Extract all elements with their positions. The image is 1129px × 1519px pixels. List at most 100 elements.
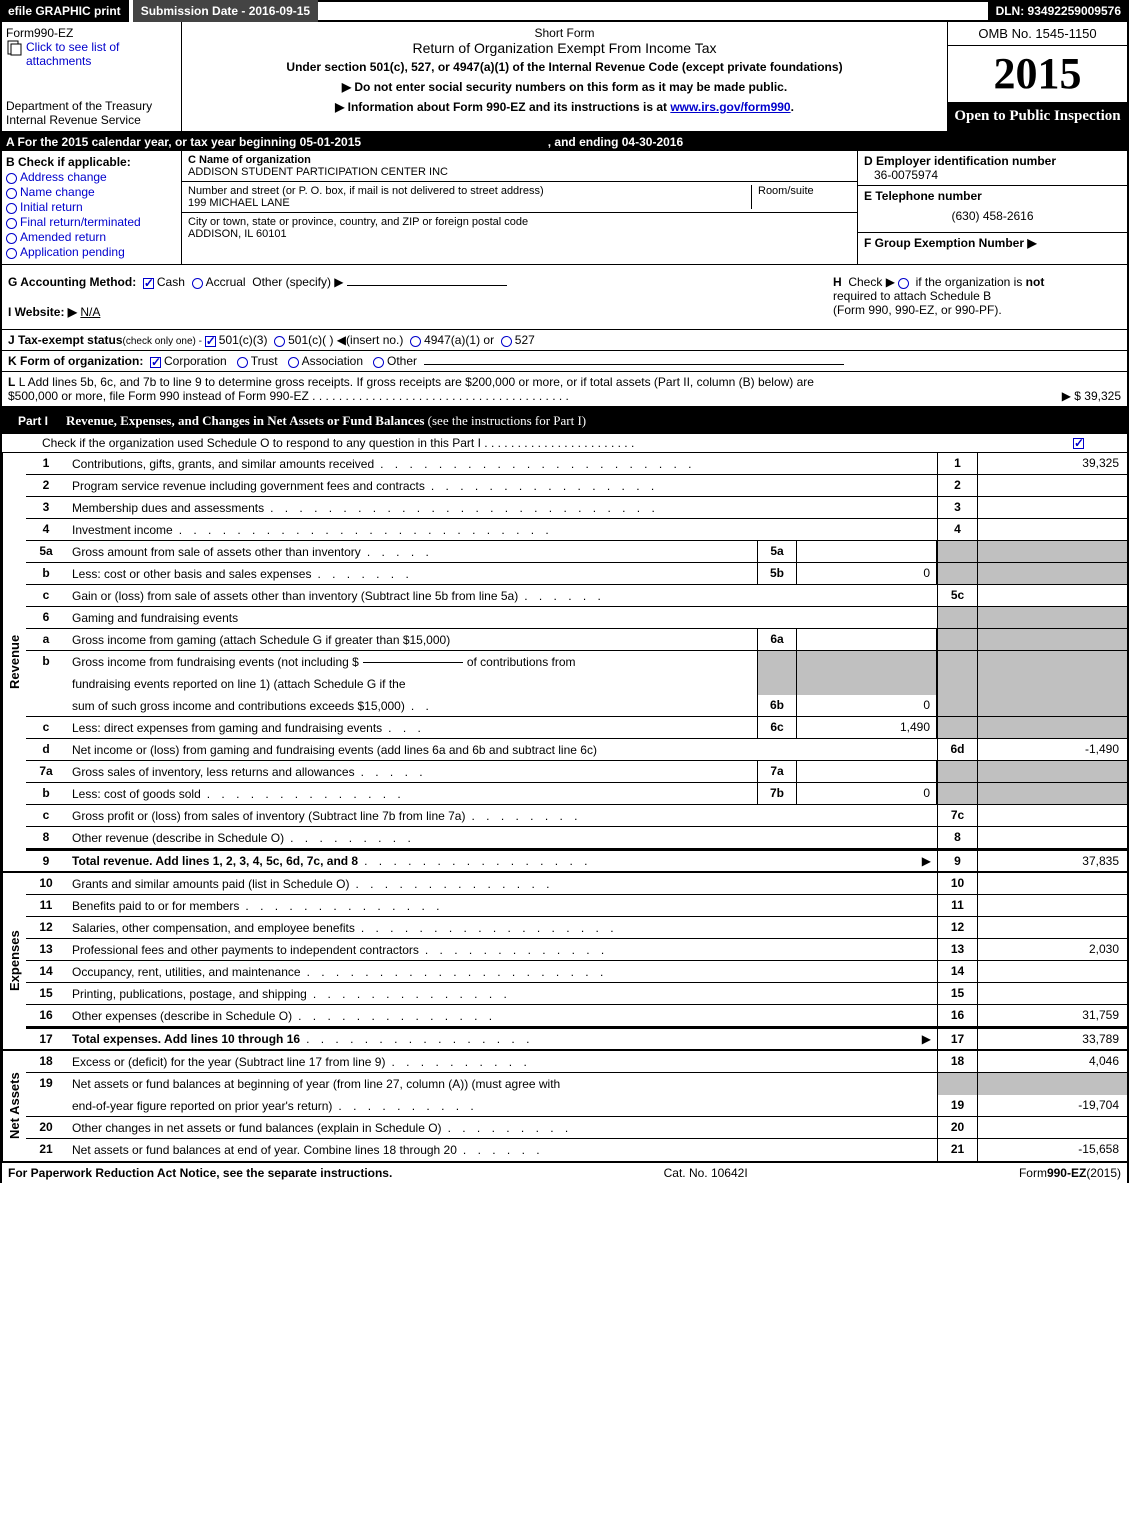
k-trust-radio[interactable]: [237, 357, 248, 368]
h-radio[interactable]: [898, 278, 909, 289]
val-7b: 0: [797, 783, 937, 804]
header-right: OMB No. 1545-1150 2015 Open to Public In…: [947, 22, 1127, 131]
k-other-input[interactable]: [424, 364, 844, 365]
org-address: 199 MICHAEL LANE: [188, 197, 290, 209]
irs-link[interactable]: www.irs.gov/form990: [670, 100, 790, 114]
j-501c3-check[interactable]: [205, 336, 216, 347]
val-21: -15,658: [977, 1139, 1127, 1161]
j-527: 527: [515, 333, 535, 347]
expenses-body: 10 Grants and similar amounts paid (list…: [26, 873, 1127, 1049]
info-period: .: [791, 100, 794, 114]
j-4947: 4947(a)(1) or: [424, 333, 494, 347]
val-5b: 0: [797, 563, 937, 584]
under-section: Under section 501(c), 527, or 4947(a)(1)…: [186, 60, 943, 74]
other-input[interactable]: [347, 285, 507, 286]
org-name: ADDISON STUDENT PARTICIPATION CENTER INC: [188, 166, 448, 178]
val-5a: [797, 541, 937, 562]
j-501c-radio[interactable]: [274, 336, 285, 347]
6b-blank[interactable]: [363, 662, 463, 663]
k-assoc-radio[interactable]: [288, 357, 299, 368]
b-initial-return[interactable]: Initial return: [6, 200, 177, 214]
radio-icon: [6, 173, 17, 184]
line-5c: c Gain or (loss) from sale of assets oth…: [26, 585, 1127, 607]
b-name-change[interactable]: Name change: [6, 185, 177, 199]
info-prefix: ▶ Information about Form 990-EZ and its …: [335, 100, 670, 114]
footer-mid: Cat. No. 10642I: [664, 1166, 748, 1180]
k-corp: Corporation: [164, 354, 227, 368]
f-label: F Group Exemption Number ▶: [864, 236, 1037, 250]
line-7a: 7a Gross sales of inventory, less return…: [26, 761, 1127, 783]
top-bar: efile GRAPHIC print Submission Date - 20…: [0, 0, 1129, 22]
line-21: 21 Net assets or fund balances at end of…: [26, 1139, 1127, 1161]
part1-title: Revenue, Expenses, and Changes in Net As…: [66, 413, 586, 429]
dept-treasury: Department of the Treasury: [6, 99, 177, 113]
part1-sub-check[interactable]: [1073, 438, 1084, 449]
radio-icon: [6, 203, 17, 214]
footer-left: For Paperwork Reduction Act Notice, see …: [8, 1166, 392, 1180]
b-amended[interactable]: Amended return: [6, 230, 177, 244]
line-11: 11 Benefits paid to or for members. . . …: [26, 895, 1127, 917]
phone-value: (630) 458-2616: [864, 203, 1121, 229]
k-other-radio[interactable]: [373, 357, 384, 368]
val-3: [977, 497, 1127, 518]
form-title: Return of Organization Exempt From Incom…: [186, 40, 943, 56]
line-3: 3 Membership dues and assessments. . . .…: [26, 497, 1127, 519]
h-line2: required to attach Schedule B: [833, 289, 1121, 303]
line-6: 6 Gaming and fundraising events: [26, 607, 1127, 629]
c-addr-label: Number and street (or P. O. box, if mail…: [188, 185, 544, 197]
form-label: Form990-EZ: [6, 26, 177, 40]
d-cell: D Employer identification number 36-0075…: [858, 151, 1127, 186]
line-8: 8 Other revenue (describe in Schedule O)…: [26, 827, 1127, 849]
val-14: [977, 961, 1127, 982]
revenue-body: 1 Contributions, gifts, grants, and simi…: [26, 453, 1127, 871]
line-6b-1: b Gross income from fundraising events (…: [26, 651, 1127, 673]
radio-icon: [6, 233, 17, 244]
tax-year: 2015: [948, 46, 1127, 102]
c-city-label: City or town, state or province, country…: [188, 216, 528, 228]
attachments-link[interactable]: Click to see list of attachments: [6, 40, 177, 68]
line-18: 18 Excess or (deficit) for the year (Sub…: [26, 1051, 1127, 1073]
cash-label: Cash: [157, 275, 185, 289]
row-a-begin: 05-01-2015: [300, 135, 361, 149]
k-label: K Form of organization:: [8, 354, 143, 368]
submission-date: Submission Date - 2016-09-15: [133, 0, 318, 22]
j-527-radio[interactable]: [501, 336, 512, 347]
row-a-pre: A For the 2015 calendar year, or tax yea…: [6, 135, 300, 149]
k-corp-check[interactable]: [150, 357, 161, 368]
line-13: 13 Professional fees and other payments …: [26, 939, 1127, 961]
section-j: J Tax-exempt status(check only one) - 50…: [0, 330, 1129, 351]
b-address-change[interactable]: Address change: [6, 170, 177, 184]
info-line: ▶ Information about Form 990-EZ and its …: [186, 100, 943, 114]
short-form-label: Short Form: [186, 26, 943, 40]
expenses-table: Expenses 10 Grants and similar amounts p…: [0, 873, 1129, 1051]
val-6d: -1,490: [977, 739, 1127, 760]
j-4947-radio[interactable]: [410, 336, 421, 347]
section-k: K Form of organization: Corporation Trus…: [0, 351, 1129, 372]
val-20: [977, 1117, 1127, 1138]
l-line1: L Add lines 5b, 6c, and 7b to line 9 to …: [19, 375, 814, 389]
row-a-mid: , and ending: [548, 135, 622, 149]
radio-icon: [6, 248, 17, 259]
line-9: 9 Total revenue. Add lines 1, 2, 3, 4, 5…: [26, 849, 1127, 871]
line-15: 15 Printing, publications, postage, and …: [26, 983, 1127, 1005]
line-6d: d Net income or (loss) from gaming and f…: [26, 739, 1127, 761]
netassets-body: 18 Excess or (deficit) for the year (Sub…: [26, 1051, 1127, 1161]
j-501c: 501(c)( ) ◀(insert no.): [288, 333, 403, 347]
website-value: N/A: [80, 305, 100, 319]
b-final-return[interactable]: Final return/terminated: [6, 215, 177, 229]
line-10: 10 Grants and similar amounts paid (list…: [26, 873, 1127, 895]
col-b: B Check if applicable: Address change Na…: [2, 151, 182, 264]
accrual-radio[interactable]: [192, 278, 203, 289]
row-a-end: 04-30-2016: [622, 135, 683, 149]
b-pending[interactable]: Application pending: [6, 245, 177, 259]
f-cell: F Group Exemption Number ▶: [858, 233, 1127, 253]
line-16: 16 Other expenses (describe in Schedule …: [26, 1005, 1127, 1027]
cash-checkbox[interactable]: [143, 278, 154, 289]
val-10: [977, 873, 1127, 894]
c-name-label: C Name of organization: [188, 154, 311, 166]
l-line2: $500,000 or more, file Form 990 instead …: [8, 389, 309, 403]
radio-icon: [6, 188, 17, 199]
document-icon: [6, 40, 22, 56]
efile-print[interactable]: efile GRAPHIC print: [0, 0, 129, 22]
val-2: [977, 475, 1127, 496]
